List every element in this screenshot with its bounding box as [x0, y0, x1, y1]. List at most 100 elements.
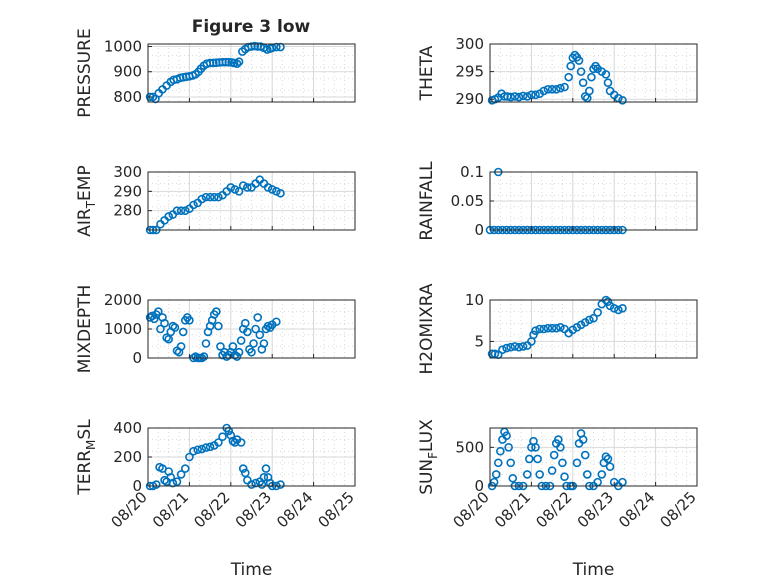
data-point — [518, 91, 528, 101]
data-point — [251, 324, 260, 334]
data-point — [189, 200, 198, 210]
data-point — [156, 324, 165, 334]
data-point — [214, 321, 223, 331]
y-tick-label: 290 — [455, 90, 484, 108]
x-tick-label: 08/25 — [657, 488, 700, 531]
data-point — [578, 435, 588, 444]
data-point — [189, 446, 198, 456]
data-point — [576, 67, 586, 76]
data-point — [547, 466, 557, 475]
y-tick-label: 300 — [455, 35, 484, 53]
data-point — [502, 431, 511, 441]
data-point — [585, 86, 594, 96]
y-axis-label: PRESSURE — [75, 28, 95, 117]
y-tick-label: 280 — [113, 202, 142, 220]
data-point — [502, 343, 511, 353]
data-point — [504, 443, 513, 452]
data-point — [276, 188, 285, 198]
data-point — [580, 92, 590, 101]
data-point — [535, 324, 544, 334]
data-point — [549, 450, 559, 460]
data-point — [240, 318, 250, 328]
x-tick-label: 08/20 — [108, 488, 151, 531]
data-point — [172, 206, 182, 215]
data-point — [522, 92, 532, 101]
data-point — [205, 192, 215, 202]
data-point — [506, 92, 516, 102]
data-point — [498, 345, 507, 355]
data-point — [605, 462, 615, 471]
y-axis-label: AIRTEMP — [75, 165, 98, 236]
data-point — [232, 352, 242, 361]
data-point — [506, 342, 516, 352]
x-tick-label: 08/20 — [450, 488, 493, 531]
data-point — [493, 458, 503, 468]
data-point — [236, 438, 246, 447]
subplot-1: 800 900 1000 PRESSURE — [75, 28, 356, 118]
data-point — [249, 339, 258, 348]
x-axis-label: Time — [230, 560, 273, 580]
data-point — [496, 446, 505, 456]
data-point — [216, 342, 225, 351]
data-point — [259, 339, 269, 348]
data-point — [214, 192, 223, 202]
y-tick-label: 300 — [113, 163, 142, 181]
data-point — [572, 458, 582, 468]
data-point — [556, 83, 565, 93]
data-point — [574, 56, 584, 65]
data-point — [272, 317, 281, 327]
axes-box — [489, 427, 698, 487]
data-point — [593, 308, 602, 317]
data-point — [224, 426, 234, 436]
data-point — [564, 72, 573, 82]
data-point — [228, 342, 238, 351]
data-point — [554, 435, 563, 444]
subplot-6: 5 10 H2OMIXRA — [417, 283, 698, 375]
data-point — [230, 185, 240, 194]
x-tick-label: 08/24 — [615, 488, 658, 531]
data-point — [525, 454, 534, 464]
data-point — [238, 181, 248, 190]
axes-box — [489, 299, 698, 359]
data-point — [614, 305, 623, 315]
axes-box — [147, 171, 356, 231]
data-point — [601, 452, 611, 461]
data-point — [618, 303, 627, 313]
axes-box — [147, 43, 356, 103]
y-tick-label: 0.05 — [451, 192, 484, 210]
data-point — [609, 303, 619, 313]
x-tick-label: 08/21 — [491, 488, 534, 531]
data-point — [234, 347, 244, 357]
data-point — [176, 342, 186, 351]
x-axis-label: Time — [572, 560, 615, 580]
data-point — [164, 212, 173, 221]
y-tick-label: 290 — [113, 182, 142, 200]
x-tick-label: 08/25 — [315, 488, 358, 531]
y-tick-label: 800 — [113, 88, 142, 106]
data-point — [603, 454, 613, 464]
y-tick-label: 295 — [455, 63, 484, 81]
data-point — [514, 92, 524, 102]
data-point — [185, 315, 194, 325]
figure-title: Figure 3 low — [192, 17, 311, 37]
data-point — [201, 339, 211, 348]
axes-box — [489, 43, 698, 103]
data-point — [197, 444, 207, 454]
data-point — [272, 187, 281, 196]
x-tick-label: 08/23 — [232, 488, 275, 531]
data-point — [543, 84, 553, 94]
subplot-2: 290 295 300 THETA — [417, 35, 698, 108]
x-tick-label: 08/21 — [149, 488, 192, 531]
data-point — [168, 478, 178, 488]
data-point — [255, 330, 265, 340]
data-point — [172, 477, 182, 486]
data-point — [551, 323, 561, 333]
y-axis-label: H2OMIXRA — [417, 283, 437, 374]
data-point — [603, 78, 613, 87]
y-tick-label: 10 — [465, 291, 484, 309]
y-tick-label: 0 — [132, 477, 142, 495]
data-point — [151, 480, 161, 489]
data-point — [253, 313, 263, 322]
data-point — [539, 324, 549, 334]
